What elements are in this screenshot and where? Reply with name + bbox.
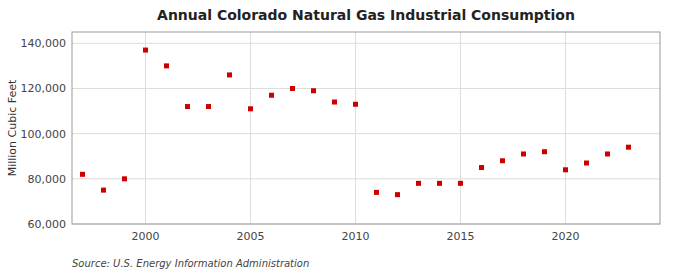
- plot-frame: [72, 32, 660, 224]
- point: [122, 176, 127, 181]
- point: [437, 181, 442, 186]
- x-grid-line: [145, 32, 146, 224]
- y-tick-label: 140,000: [21, 37, 67, 50]
- y-grid-line: [72, 43, 660, 44]
- chart-container: Annual Colorado Natural Gas Industrial C…: [0, 0, 675, 275]
- source: Source: U.S. Energy Information Administ…: [72, 258, 309, 269]
- point: [227, 72, 232, 77]
- point: [269, 93, 274, 98]
- point: [143, 48, 148, 53]
- points: [80, 48, 631, 198]
- point: [458, 181, 463, 186]
- x-grid-line: [565, 32, 566, 224]
- y-grid-line: [72, 88, 660, 89]
- x-tick-label: 2000: [132, 230, 160, 243]
- point: [332, 100, 337, 105]
- y-axis-label: Million Cubic Feet: [6, 79, 19, 176]
- x-tick-label: 2010: [342, 230, 370, 243]
- point: [353, 102, 358, 107]
- y-tick-label: 100,000: [21, 128, 67, 141]
- tick-labels: 60,000 80,000 100,000 120,000 140,000 2000 200…: [21, 37, 580, 243]
- x-tick-label: 2020: [552, 230, 580, 243]
- title: Annual Colorado Natural Gas Industrial C…: [157, 7, 575, 23]
- x-tick-label: 2005: [237, 230, 265, 243]
- x-tick-label: 2015: [447, 230, 475, 243]
- point: [521, 151, 526, 156]
- point: [479, 165, 484, 170]
- y-tick-label: 120,000: [21, 82, 67, 95]
- point: [164, 63, 169, 68]
- point: [374, 190, 379, 195]
- point: [500, 158, 505, 163]
- point: [395, 192, 400, 197]
- grid: [72, 32, 660, 224]
- y-tick-label: 80,000: [28, 173, 67, 186]
- chart-svg: Annual Colorado Natural Gas Industrial C…: [0, 0, 675, 275]
- point: [185, 104, 190, 109]
- x-grid-line: [460, 32, 461, 224]
- point: [626, 145, 631, 150]
- point: [584, 161, 589, 166]
- x-grid-line: [355, 32, 356, 224]
- y-grid-line: [72, 133, 660, 134]
- x-grid-line: [250, 32, 251, 224]
- point: [311, 88, 316, 93]
- point: [206, 104, 211, 109]
- point: [290, 86, 295, 91]
- point: [563, 167, 568, 172]
- point: [248, 106, 253, 111]
- point: [416, 181, 421, 186]
- point: [605, 151, 610, 156]
- y-tick-label: 60,000: [28, 218, 67, 231]
- y-grid-line: [72, 178, 660, 179]
- point: [101, 188, 106, 193]
- point: [542, 149, 547, 154]
- point: [80, 172, 85, 177]
